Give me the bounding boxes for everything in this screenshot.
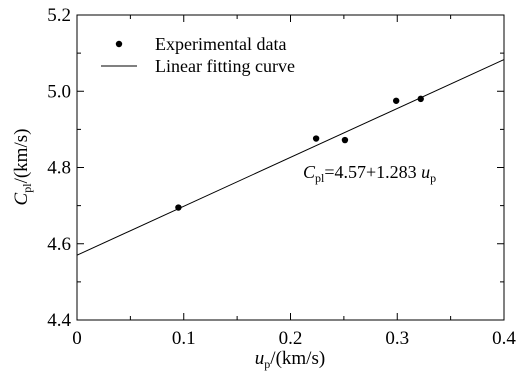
y-axis-label: Cpl/(km/s) xyxy=(11,129,34,206)
y-tick-label: 5.2 xyxy=(47,5,71,26)
x-tick-label: 0.1 xyxy=(172,328,196,349)
x-tick-label: 0.4 xyxy=(492,328,516,349)
data-point xyxy=(417,95,424,103)
x-axis-label: up/(km/s) xyxy=(255,348,325,371)
x-tick-label: 0 xyxy=(72,328,82,349)
series-points xyxy=(175,95,424,211)
y-tick-label: 4.4 xyxy=(47,310,71,331)
legend: Experimental data Linear fitting curve xyxy=(101,34,295,76)
y-tick-label: 4.8 xyxy=(47,158,71,179)
data-point xyxy=(341,136,349,144)
tick-labels: 0 0.1 0.2 0.3 0.4 4.4 4.6 4.8 5.0 5.2 xyxy=(47,5,516,349)
x-tick-label: 0.3 xyxy=(385,328,409,349)
x-tick-label: 0.2 xyxy=(279,328,303,349)
ticks xyxy=(76,14,505,321)
legend-marker-experimental xyxy=(115,40,123,48)
fit-equation-annotation: Cpl=4.57+1.283 up xyxy=(303,162,436,185)
fit-line xyxy=(76,59,505,256)
data-point xyxy=(175,204,182,211)
legend-label-fit: Linear fitting curve xyxy=(155,56,295,76)
data-point xyxy=(312,135,320,142)
series-lines xyxy=(76,59,505,256)
y-tick-label: 4.6 xyxy=(47,234,71,255)
y-tick-label: 5.0 xyxy=(47,81,71,102)
data-point xyxy=(392,97,400,104)
legend-label-experimental: Experimental data xyxy=(155,34,286,54)
